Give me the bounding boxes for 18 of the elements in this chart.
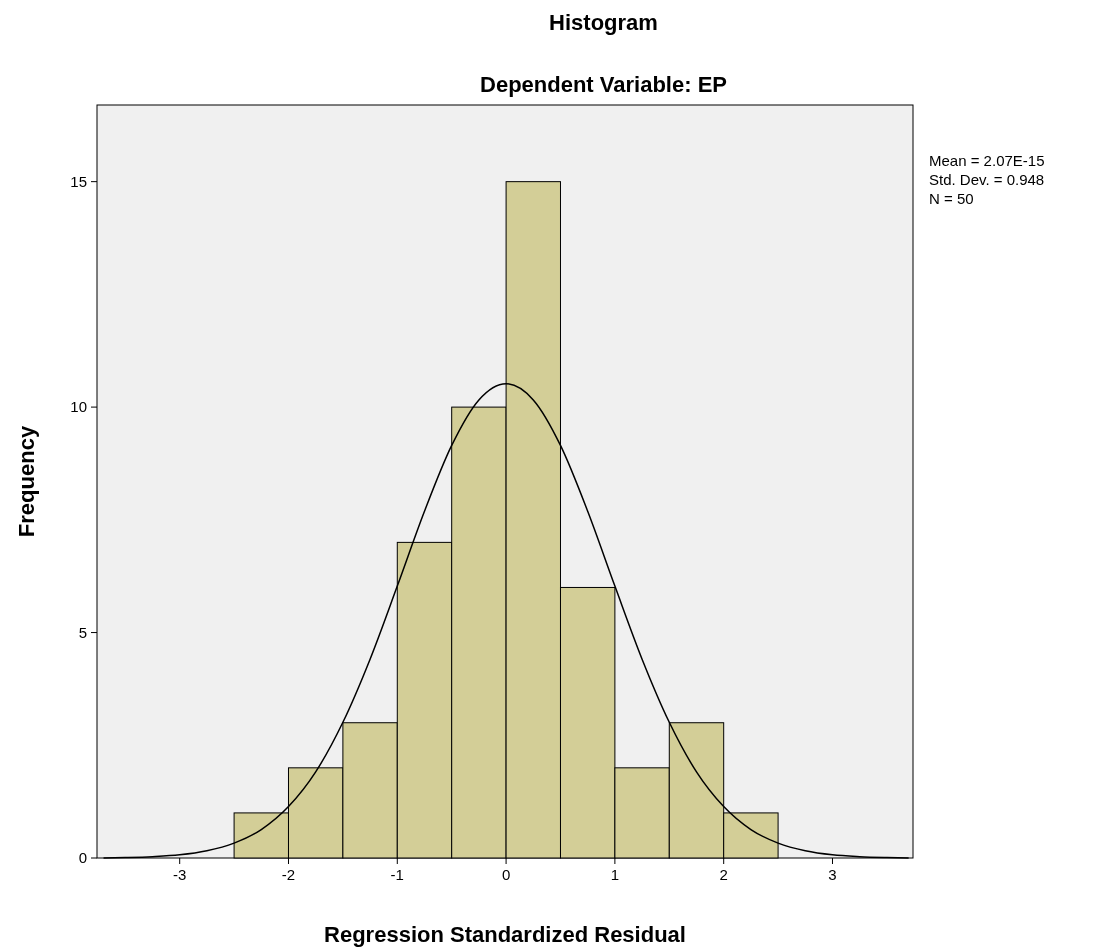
chart-title: Histogram [549, 10, 658, 35]
y-tick-label: 5 [78, 623, 87, 641]
y-tick-label: 15 [70, 172, 87, 190]
x-tick-label: -1 [390, 866, 404, 883]
x-tick-label: 3 [828, 866, 837, 883]
text: N = 50 [929, 190, 974, 207]
y-tick-label: 0 [78, 849, 87, 866]
x-tick-label: 2 [719, 866, 728, 883]
x-tick-label: -2 [281, 866, 296, 883]
x-tick-label: 1 [610, 866, 620, 883]
chart-subtitle: Dependent Variable: EP [480, 72, 727, 97]
text: Mean = 2.07E-15 [929, 152, 1045, 169]
x-tick-label: -3 [173, 866, 187, 883]
x-tick-label: 0 [501, 866, 511, 883]
y-axis-title: Frequency [14, 425, 39, 538]
text: Std. Dev. = 0.948 [929, 171, 1045, 188]
y-tick-label: 10 [70, 398, 87, 416]
x-axis-title: Regression Standardized Residual [324, 922, 686, 947]
